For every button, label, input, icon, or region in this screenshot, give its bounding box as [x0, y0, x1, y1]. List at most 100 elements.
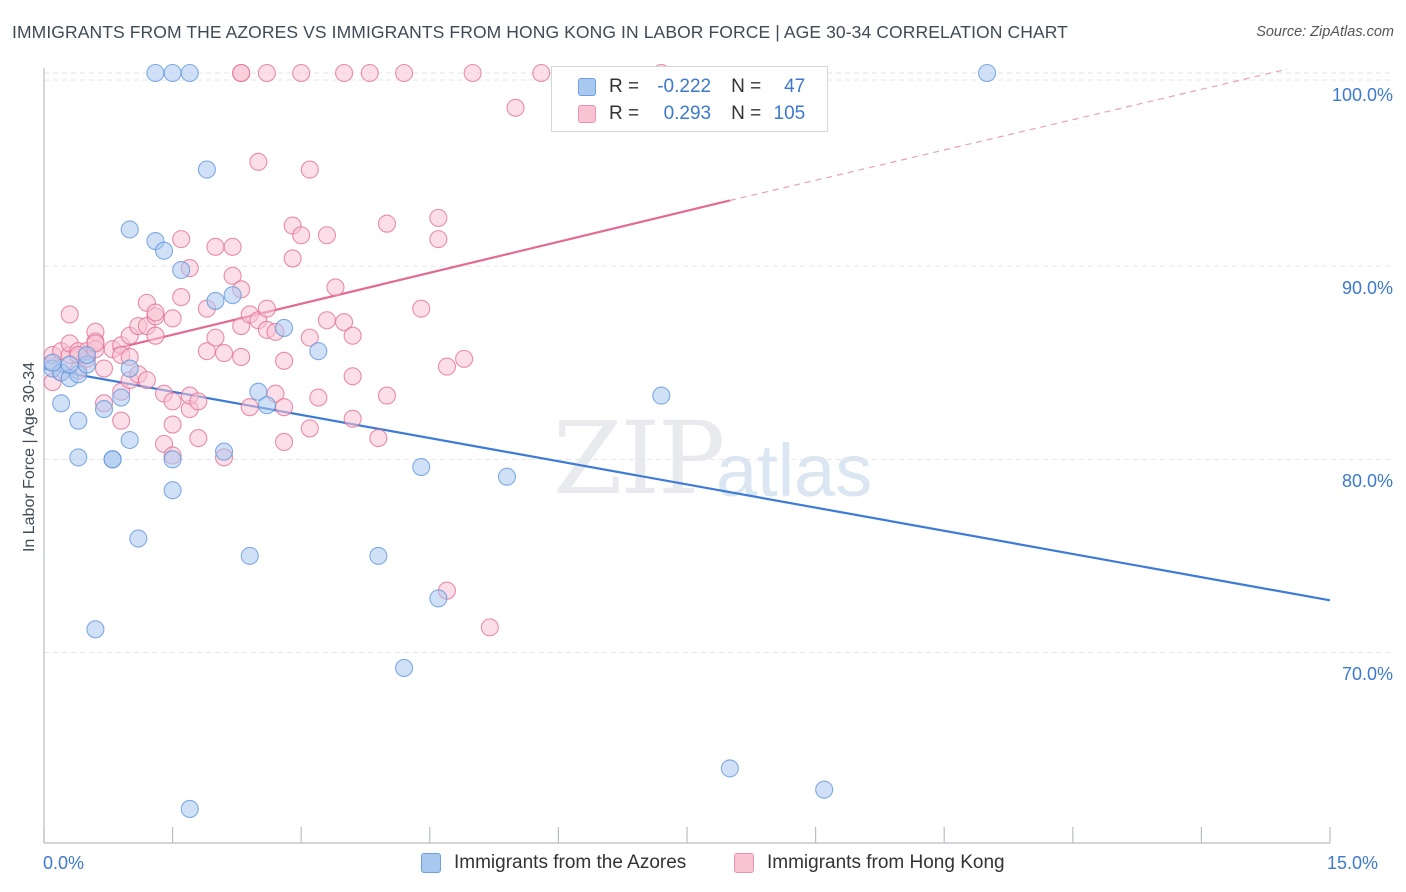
point-azores [43, 353, 62, 372]
point-hongkong [189, 429, 208, 448]
y-tick-label-70: 70.0% [1341, 664, 1393, 685]
x-tick-label-max: 15.0% [1327, 853, 1379, 873]
point-hongkong [429, 208, 448, 227]
point-azores [52, 394, 71, 413]
watermark-zip: ZIP [553, 400, 725, 517]
point-azores [815, 780, 834, 799]
legend-r-value-hongkong: 0.293 [663, 103, 712, 124]
legend-n-value-azores: 47 [784, 76, 806, 97]
point-hongkong [60, 305, 79, 324]
point-azores [249, 382, 268, 401]
point-hongkong [343, 367, 362, 386]
point-hongkong [300, 160, 319, 179]
point-hongkong [412, 299, 431, 318]
point-hongkong [317, 311, 336, 330]
point-hongkong [377, 214, 396, 233]
point-hongkong [206, 237, 225, 256]
point-hongkong [240, 398, 259, 417]
point-azores [69, 411, 88, 430]
point-hongkong [369, 429, 388, 448]
legend-r-value-azores: -0.222 [657, 76, 712, 97]
point-hongkong [326, 278, 345, 297]
point-azores [103, 450, 122, 469]
point-hongkong [146, 326, 165, 345]
point-hongkong [300, 419, 319, 438]
point-hongkong [172, 230, 191, 249]
trend-line-azores [43, 367, 1331, 602]
point-azores [163, 450, 182, 469]
point-hongkong [480, 618, 499, 637]
point-azores [86, 620, 105, 639]
point-hongkong [335, 63, 354, 83]
point-azores [652, 386, 671, 405]
point-azores [129, 529, 148, 548]
point-hongkong [189, 392, 208, 411]
point-hongkong [163, 309, 182, 328]
point-azores [214, 442, 234, 461]
point-azores [146, 63, 165, 83]
chart-title: IMMIGRANTS FROM THE AZORES VS IMMIGRANTS… [12, 22, 1068, 42]
point-hongkong [429, 230, 448, 249]
point-azores [69, 448, 88, 467]
bottom-legend-hongkong: Immigrants from Hong Kong [734, 852, 1005, 874]
point-hongkong [395, 63, 414, 83]
trend-line-hongkong-extension [729, 68, 1288, 202]
legend-swatch-azores [578, 78, 596, 96]
point-azores [120, 359, 139, 378]
point-hongkong [257, 63, 276, 83]
point-azores [395, 658, 414, 677]
point-azores [120, 220, 139, 239]
point-hongkong [137, 371, 156, 390]
point-hongkong [275, 432, 294, 451]
point-azores [172, 260, 191, 280]
point-hongkong [455, 349, 474, 368]
point-azores [978, 63, 997, 83]
point-azores [429, 589, 448, 608]
point-hongkong [172, 288, 191, 307]
trend-lines [43, 68, 1331, 602]
point-hongkong [343, 409, 362, 428]
watermark-atlas: atlas [716, 429, 873, 512]
point-hongkong [223, 237, 242, 256]
y-tick-label-100: 100.0% [1331, 85, 1393, 105]
point-azores [60, 355, 79, 374]
x-tick-label-min: 0.0% [43, 853, 85, 873]
point-azores [275, 318, 294, 338]
point-hongkong [292, 226, 311, 245]
point-azores [77, 345, 96, 365]
point-hongkong [214, 344, 234, 363]
point-hongkong [437, 357, 456, 376]
point-hongkong [292, 63, 311, 83]
source-label: Source: ZipAtlas.com [1256, 24, 1394, 40]
point-hongkong [317, 226, 336, 245]
point-hongkong [163, 392, 182, 411]
point-hongkong [343, 326, 362, 345]
point-hongkong [232, 63, 251, 83]
point-hongkong [275, 351, 294, 370]
point-azores [197, 160, 216, 179]
point-hongkong [249, 152, 268, 171]
point-hongkong [283, 249, 302, 268]
point-azores [309, 342, 328, 361]
point-azores [223, 286, 242, 305]
bottom-legend-swatch-hongkong [734, 853, 754, 873]
legend-r-label: R = [609, 76, 640, 97]
legend-row-azores: R = -0.222 N = 47 [578, 75, 805, 99]
point-hongkong [300, 328, 319, 347]
point-azores [720, 759, 739, 778]
axes [43, 68, 1331, 844]
legend-swatch-hongkong [578, 105, 596, 123]
point-hongkong [223, 266, 242, 285]
legend-n-label: N = [731, 103, 762, 124]
point-azores [120, 430, 139, 450]
point-azores [240, 546, 259, 565]
trend-line-hongkong [112, 199, 731, 351]
point-hongkong [506, 98, 525, 117]
point-azores [497, 467, 517, 486]
point-hongkong [377, 386, 396, 405]
legend-n-label: N = [731, 76, 762, 97]
point-hongkong [146, 303, 165, 322]
point-azores [112, 388, 131, 407]
point-hongkong [335, 313, 354, 332]
